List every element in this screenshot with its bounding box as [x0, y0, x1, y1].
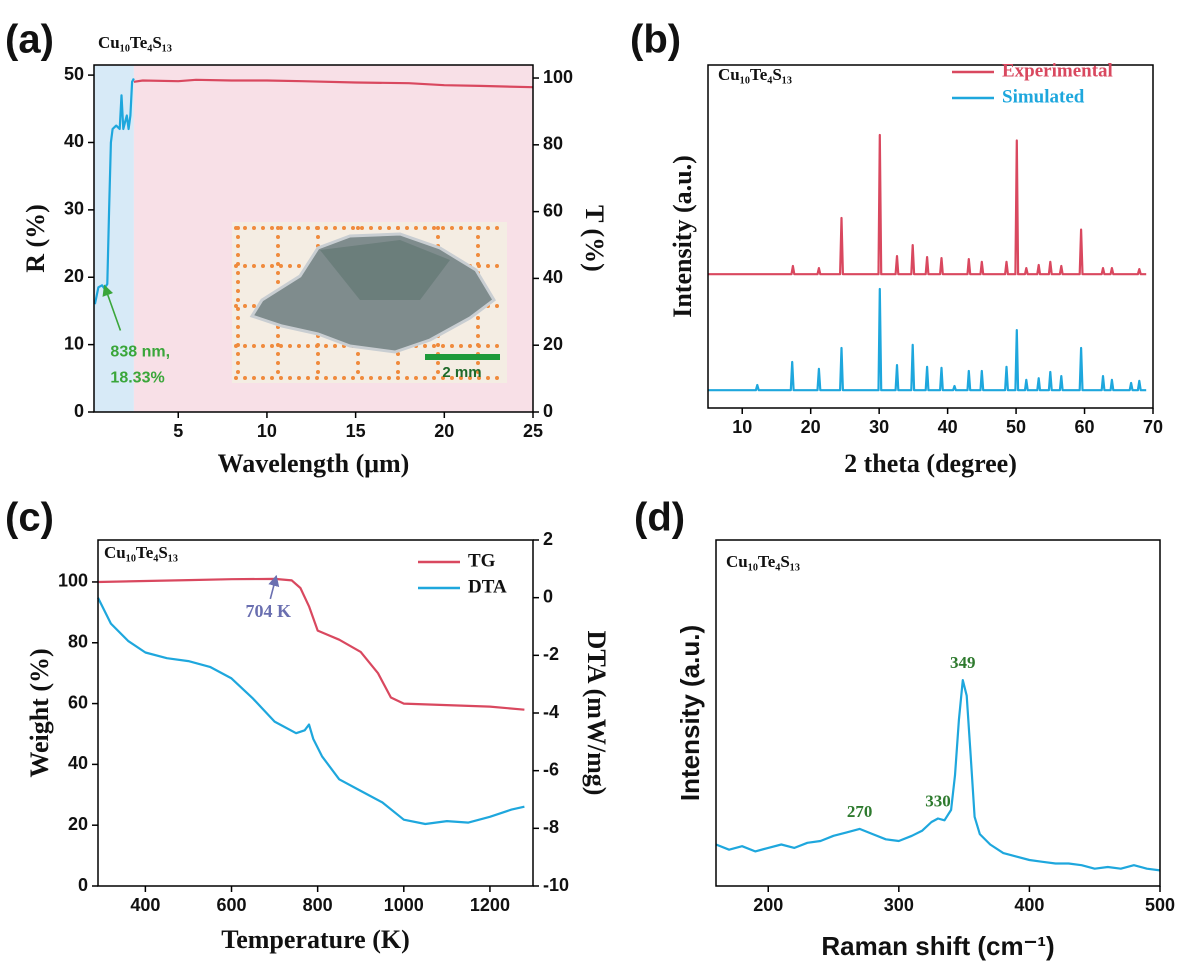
peak-label: 330 [925, 791, 951, 810]
series-line [708, 133, 1147, 276]
annotation-arrow [268, 574, 280, 600]
y2-tick-label: 40 [543, 267, 563, 287]
chart-title: Cu₁₀Te₄S₁₃ [104, 543, 178, 562]
annotation-text: 18.33% [110, 370, 164, 387]
y-tick-label: 100 [58, 571, 88, 591]
y-tick-label: 0 [74, 401, 84, 421]
x-axis-label: Temperature (K) [221, 925, 409, 954]
y2-tick-label: -2 [543, 644, 559, 664]
crystal-face [320, 240, 450, 300]
y-axis-label: Weight (%) [25, 648, 54, 777]
x-axis-label: 2 theta (degree) [844, 449, 1017, 478]
plot-frame [707, 64, 1154, 409]
y-tick-label: 50 [64, 64, 84, 84]
x-tick-label: 200 [753, 895, 783, 915]
plot-frame [93, 64, 534, 413]
y-tick-label: 30 [64, 199, 84, 219]
panel-label: (a) [5, 18, 54, 62]
y2-tick-label: -4 [543, 702, 559, 722]
x-tick-label: 600 [216, 895, 246, 915]
peak-label: 270 [847, 802, 873, 821]
y2-tick-label: 100 [543, 67, 573, 87]
x-tick-label: 20 [434, 421, 454, 441]
x-tick-label: 15 [346, 421, 366, 441]
y-axis-label: Intensity (a.u.) [675, 625, 705, 801]
x-tick-label: 70 [1143, 417, 1163, 437]
x-tick-label: 500 [1145, 895, 1175, 915]
y2-tick-label: 0 [543, 401, 553, 421]
panel-label: (c) [5, 496, 54, 540]
y2-tick-label: 2 [543, 529, 553, 549]
sample-photo: 2 mm [232, 222, 507, 383]
x-tick-label: 400 [130, 895, 160, 915]
y2-tick-label: 20 [543, 334, 563, 354]
y-tick-label: 10 [64, 333, 84, 353]
chart-title: Cu₁₀Te₄S₁₃ [726, 552, 800, 571]
y2-tick-label: 60 [543, 200, 563, 220]
y-axis-label: R (%) [21, 204, 50, 273]
series-line [708, 287, 1147, 392]
series-line [715, 679, 1161, 872]
legend-label: Simulated [1002, 86, 1085, 107]
y-tick-label: 80 [68, 632, 88, 652]
x-tick-label: 800 [303, 895, 333, 915]
x-tick-label: 10 [732, 417, 752, 437]
annotation-text: 704 K [246, 601, 292, 621]
panel-label: (b) [630, 18, 681, 62]
y2-tick-label: 80 [543, 134, 563, 154]
series-line [97, 597, 525, 826]
y2-tick-label: -10 [543, 875, 569, 895]
y-tick-label: 60 [68, 692, 88, 712]
x-tick-label: 1000 [384, 895, 424, 915]
x-tick-label: 1200 [470, 895, 510, 915]
y-tick-label: 20 [64, 266, 84, 286]
x-axis-label: Raman shift (cm⁻¹) [821, 931, 1054, 961]
peak-label: 349 [950, 653, 976, 672]
y-tick-label: 40 [68, 753, 88, 773]
y2-axis-label: T (%) [580, 205, 609, 272]
x-tick-label: 300 [884, 895, 914, 915]
x-tick-label: 40 [938, 417, 958, 437]
y-axis-label: Intensity (a.u.) [668, 155, 697, 318]
legend-label: TG [468, 550, 496, 571]
y2-tick-label: -6 [543, 759, 559, 779]
y-tick-label: 40 [64, 131, 84, 151]
y2-axis-label: DTA (mW/mg) [582, 631, 611, 796]
y-tick-label: 0 [78, 875, 88, 895]
y-tick-label: 20 [68, 814, 88, 834]
legend-label: DTA [468, 576, 507, 597]
y2-tick-label: -8 [543, 817, 559, 837]
chart-title: Cu₁₀Te₄S₁₃ [718, 65, 792, 84]
x-tick-label: 400 [1014, 895, 1044, 915]
x-tick-label: 30 [869, 417, 889, 437]
series-line [133, 78, 534, 89]
x-tick-label: 20 [801, 417, 821, 437]
x-tick-label: 50 [1006, 417, 1026, 437]
annotation-text: 838 nm, [110, 344, 170, 361]
annotation-arrow [102, 284, 122, 331]
scale-label: 2 mm [442, 364, 481, 381]
legend-label: Experimental [1002, 60, 1113, 81]
x-tick-label: 10 [257, 421, 277, 441]
chart-title: Cu₁₀Te₄S₁₃ [98, 33, 172, 52]
x-tick-label: 60 [1075, 417, 1095, 437]
x-axis-label: Wavelength (μm) [218, 449, 410, 478]
x-tick-label: 25 [523, 421, 543, 441]
y2-tick-label: 0 [543, 586, 553, 606]
plot-frame [715, 539, 1161, 887]
panel-label: (d) [634, 496, 685, 540]
series-line [97, 577, 525, 711]
x-tick-label: 5 [173, 421, 183, 441]
